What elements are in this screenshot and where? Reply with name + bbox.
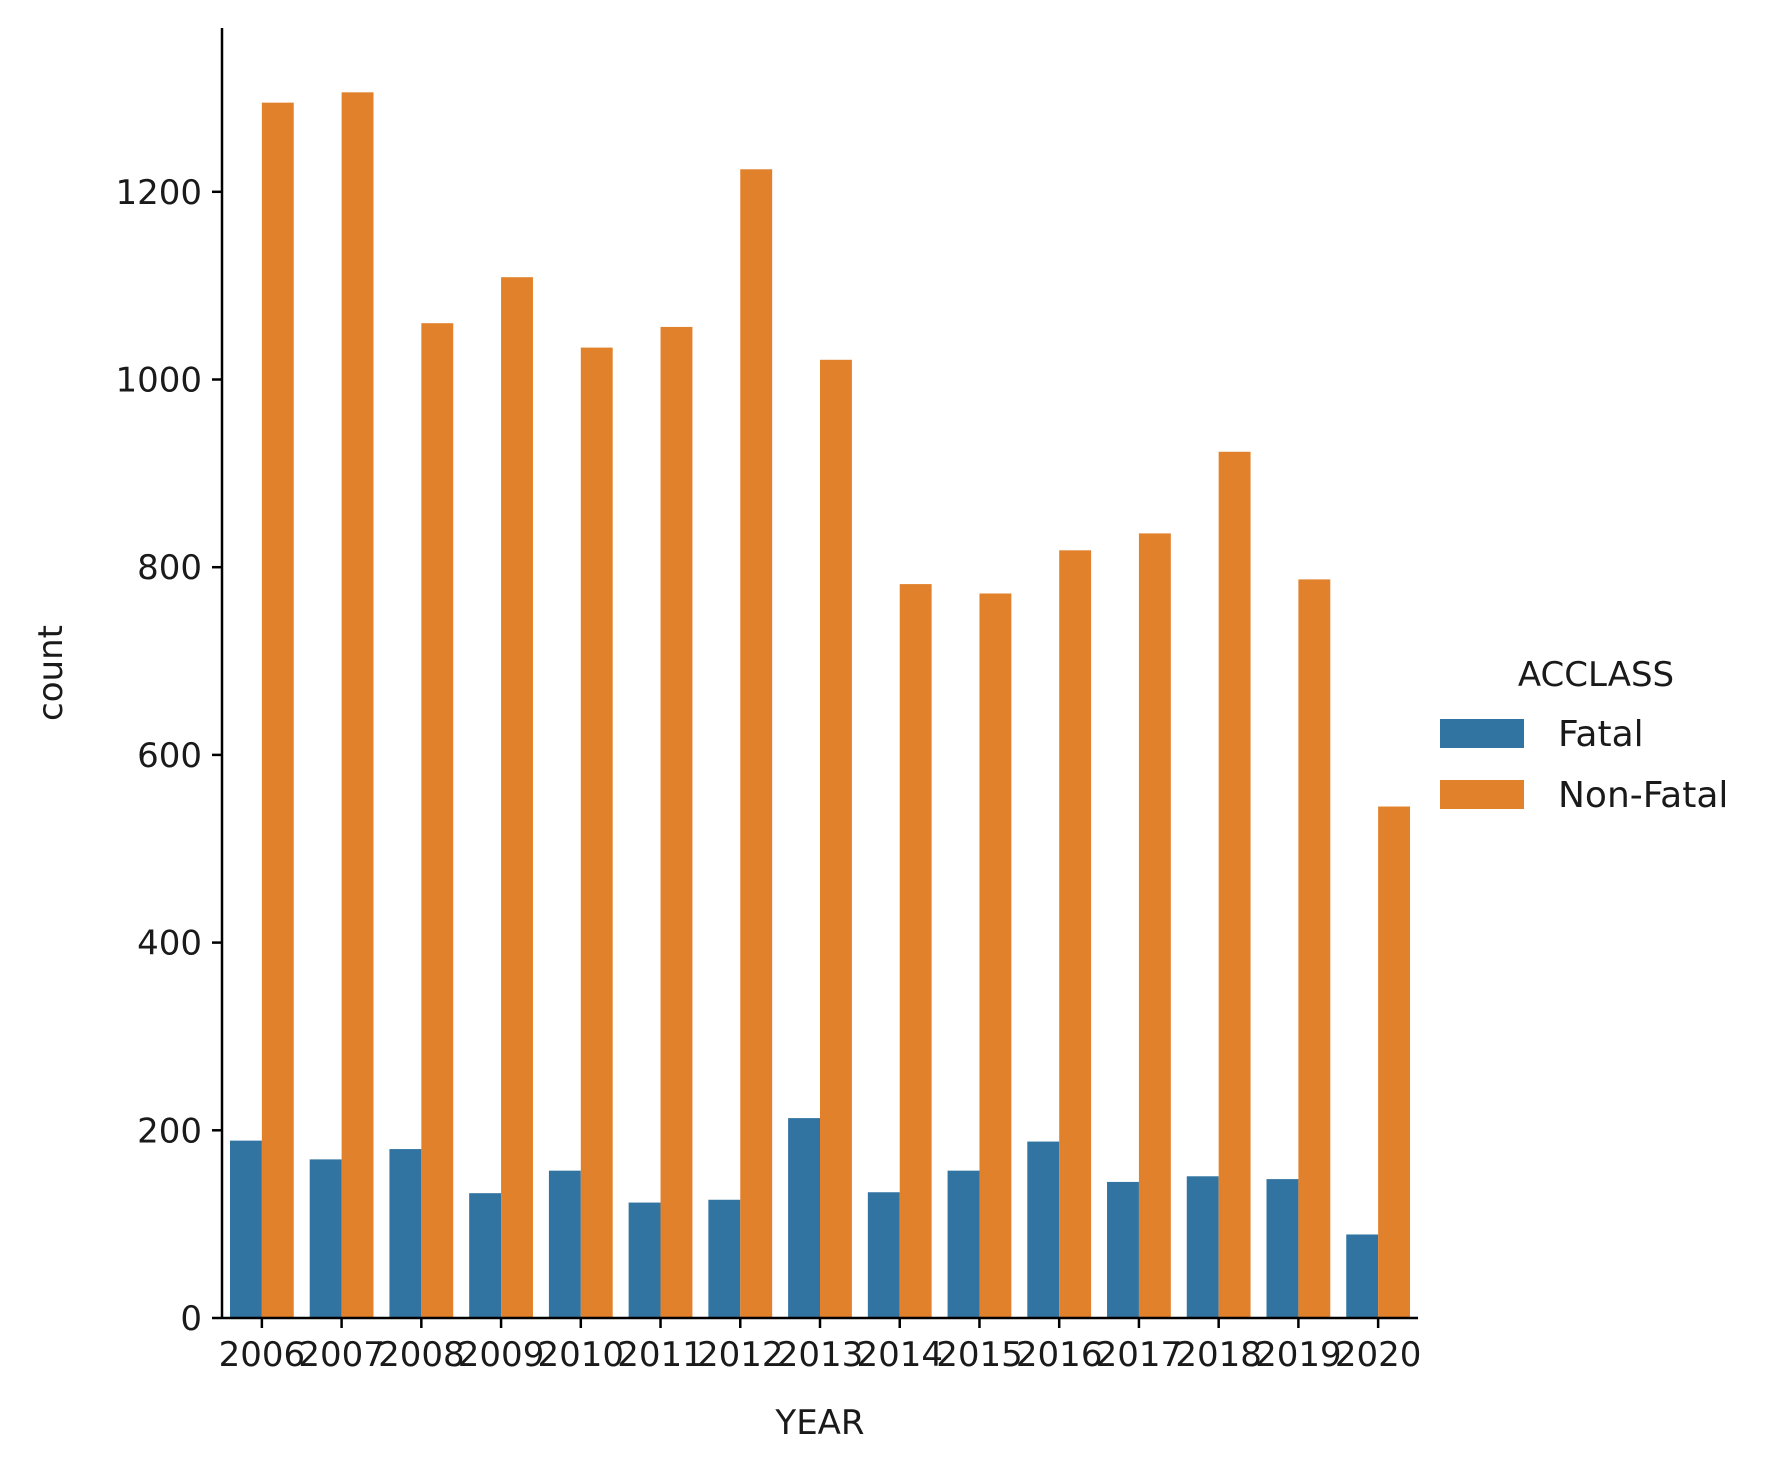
x-tick-label: 2011 bbox=[617, 1335, 704, 1375]
bar-fatal-2013 bbox=[788, 1118, 820, 1318]
y-ticks: 0 200 400 600 800 1000 1200 bbox=[115, 173, 222, 1339]
x-tick-label: 2019 bbox=[1255, 1335, 1342, 1375]
x-tick-label: 2009 bbox=[458, 1335, 545, 1375]
legend-swatch-non-fatal bbox=[1440, 780, 1524, 809]
bar-fatal-2010 bbox=[548, 1170, 581, 1318]
bar-fatal-2006 bbox=[229, 1140, 262, 1318]
bar-fatal-2011 bbox=[628, 1202, 661, 1318]
bar-non-fatal-2020 bbox=[1378, 806, 1411, 1318]
bar-fatal-2016 bbox=[1027, 1141, 1060, 1318]
legend-swatch-fatal bbox=[1440, 719, 1524, 748]
bar-fatal-2020 bbox=[1346, 1234, 1379, 1318]
bar-non-fatal-2011 bbox=[660, 326, 693, 1319]
x-tick-label: 2015 bbox=[936, 1335, 1023, 1375]
y-tick-label: 400 bbox=[137, 924, 202, 964]
bar-fatal-2014 bbox=[867, 1192, 900, 1318]
x-tick-label: 2014 bbox=[856, 1335, 943, 1375]
y-tick-label: 0 bbox=[180, 1299, 202, 1339]
x-tick-label: 2020 bbox=[1335, 1335, 1422, 1375]
x-tick-label: 2018 bbox=[1175, 1335, 1262, 1375]
y-tick-label: 600 bbox=[137, 736, 202, 776]
x-tick-label: 2007 bbox=[298, 1335, 385, 1375]
x-tick-label: 2013 bbox=[777, 1335, 864, 1375]
x-axis-label: YEAR bbox=[774, 1403, 864, 1443]
bar-non-fatal-2008 bbox=[421, 323, 454, 1318]
x-tick-label: 2012 bbox=[697, 1335, 784, 1375]
y-tick-label: 1000 bbox=[115, 361, 202, 401]
x-tick-label: 2006 bbox=[219, 1335, 306, 1375]
bar-non-fatal-2012 bbox=[740, 169, 773, 1318]
legend: ACCLASS Fatal Non-Fatal bbox=[1440, 655, 1728, 816]
bar-fatal-2018 bbox=[1186, 1176, 1219, 1318]
bar-fatal-2012 bbox=[708, 1199, 741, 1318]
bar-non-fatal-2009 bbox=[501, 277, 533, 1318]
bar-non-fatal-2018 bbox=[1218, 451, 1251, 1318]
bar-non-fatal-2006 bbox=[261, 102, 294, 1319]
bar-non-fatal-2014 bbox=[899, 584, 932, 1318]
bar-fatal-2019 bbox=[1266, 1179, 1299, 1318]
y-axis-label: count bbox=[31, 625, 71, 721]
x-ticks: 2006200720082009201020112012201320142015… bbox=[219, 1318, 1422, 1375]
bar-fatal-2008 bbox=[389, 1149, 422, 1318]
y-tick-label: 200 bbox=[137, 1111, 202, 1151]
bar-non-fatal-2010 bbox=[580, 347, 613, 1318]
bar-fatal-2017 bbox=[1107, 1181, 1139, 1318]
bar-fatal-2009 bbox=[469, 1193, 502, 1318]
bar-non-fatal-2016 bbox=[1059, 550, 1092, 1318]
bar-non-fatal-2013 bbox=[820, 359, 852, 1318]
x-tick-label: 2017 bbox=[1096, 1335, 1183, 1375]
bar-non-fatal-2017 bbox=[1138, 533, 1171, 1318]
legend-label-fatal: Fatal bbox=[1558, 714, 1644, 755]
bar-fatal-2007 bbox=[309, 1159, 342, 1318]
x-tick-label: 2008 bbox=[378, 1335, 465, 1375]
x-tick-label: 2010 bbox=[538, 1335, 625, 1375]
y-tick-label: 1200 bbox=[115, 173, 202, 213]
bar-non-fatal-2007 bbox=[341, 92, 374, 1319]
bar-fatal-2015 bbox=[947, 1170, 980, 1318]
bars-layer bbox=[229, 92, 1411, 1319]
bar-non-fatal-2019 bbox=[1298, 579, 1331, 1318]
x-tick-label: 2016 bbox=[1016, 1335, 1103, 1375]
legend-title: ACCLASS bbox=[1518, 655, 1674, 695]
y-tick-label: 800 bbox=[137, 548, 202, 588]
bar-non-fatal-2015 bbox=[979, 593, 1012, 1318]
legend-label-non-fatal: Non-Fatal bbox=[1558, 775, 1728, 816]
